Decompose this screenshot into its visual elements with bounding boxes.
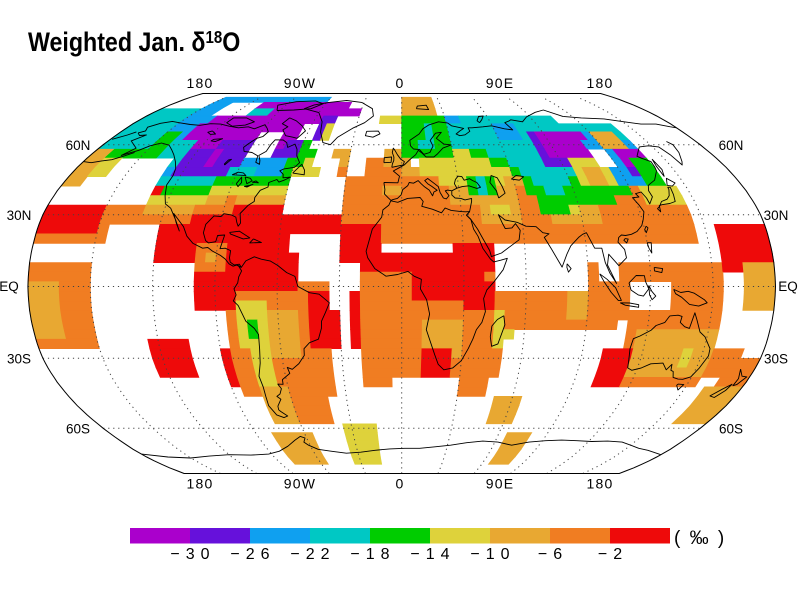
svg-text:30S: 30S — [764, 352, 788, 367]
svg-text:180: 180 — [187, 476, 214, 492]
svg-text:−26: −26 — [230, 546, 275, 563]
svg-text:60N: 60N — [719, 138, 744, 153]
svg-text:−22: −22 — [290, 546, 335, 563]
svg-text:EQ: EQ — [778, 279, 798, 294]
svg-text:180: 180 — [187, 75, 214, 91]
svg-text:180: 180 — [587, 75, 614, 91]
svg-text:( ‰ ): ( ‰ ) — [674, 528, 726, 549]
svg-text:0: 0 — [396, 75, 405, 91]
svg-text:90E: 90E — [486, 75, 515, 91]
svg-text:30N: 30N — [764, 208, 789, 223]
svg-text:30S: 30S — [7, 352, 31, 367]
svg-text:EQ: EQ — [0, 279, 19, 294]
svg-text:0: 0 — [396, 476, 405, 492]
svg-text:−14: −14 — [410, 546, 455, 563]
svg-text:90E: 90E — [486, 476, 515, 492]
svg-text:60S: 60S — [66, 422, 90, 437]
svg-text:−10: −10 — [470, 546, 515, 563]
svg-text:−18: −18 — [350, 546, 395, 563]
svg-text:90W: 90W — [284, 476, 316, 492]
svg-text:Weighted Jan. δ18O: Weighted Jan. δ18O — [28, 27, 240, 57]
svg-text:−6: −6 — [538, 546, 568, 563]
svg-text:60S: 60S — [719, 422, 743, 437]
svg-text:90W: 90W — [284, 75, 316, 91]
svg-text:60N: 60N — [66, 138, 91, 153]
svg-text:−30: −30 — [170, 546, 215, 563]
svg-text:30N: 30N — [7, 208, 32, 223]
svg-text:180: 180 — [587, 476, 614, 492]
svg-text:−2: −2 — [598, 546, 628, 563]
